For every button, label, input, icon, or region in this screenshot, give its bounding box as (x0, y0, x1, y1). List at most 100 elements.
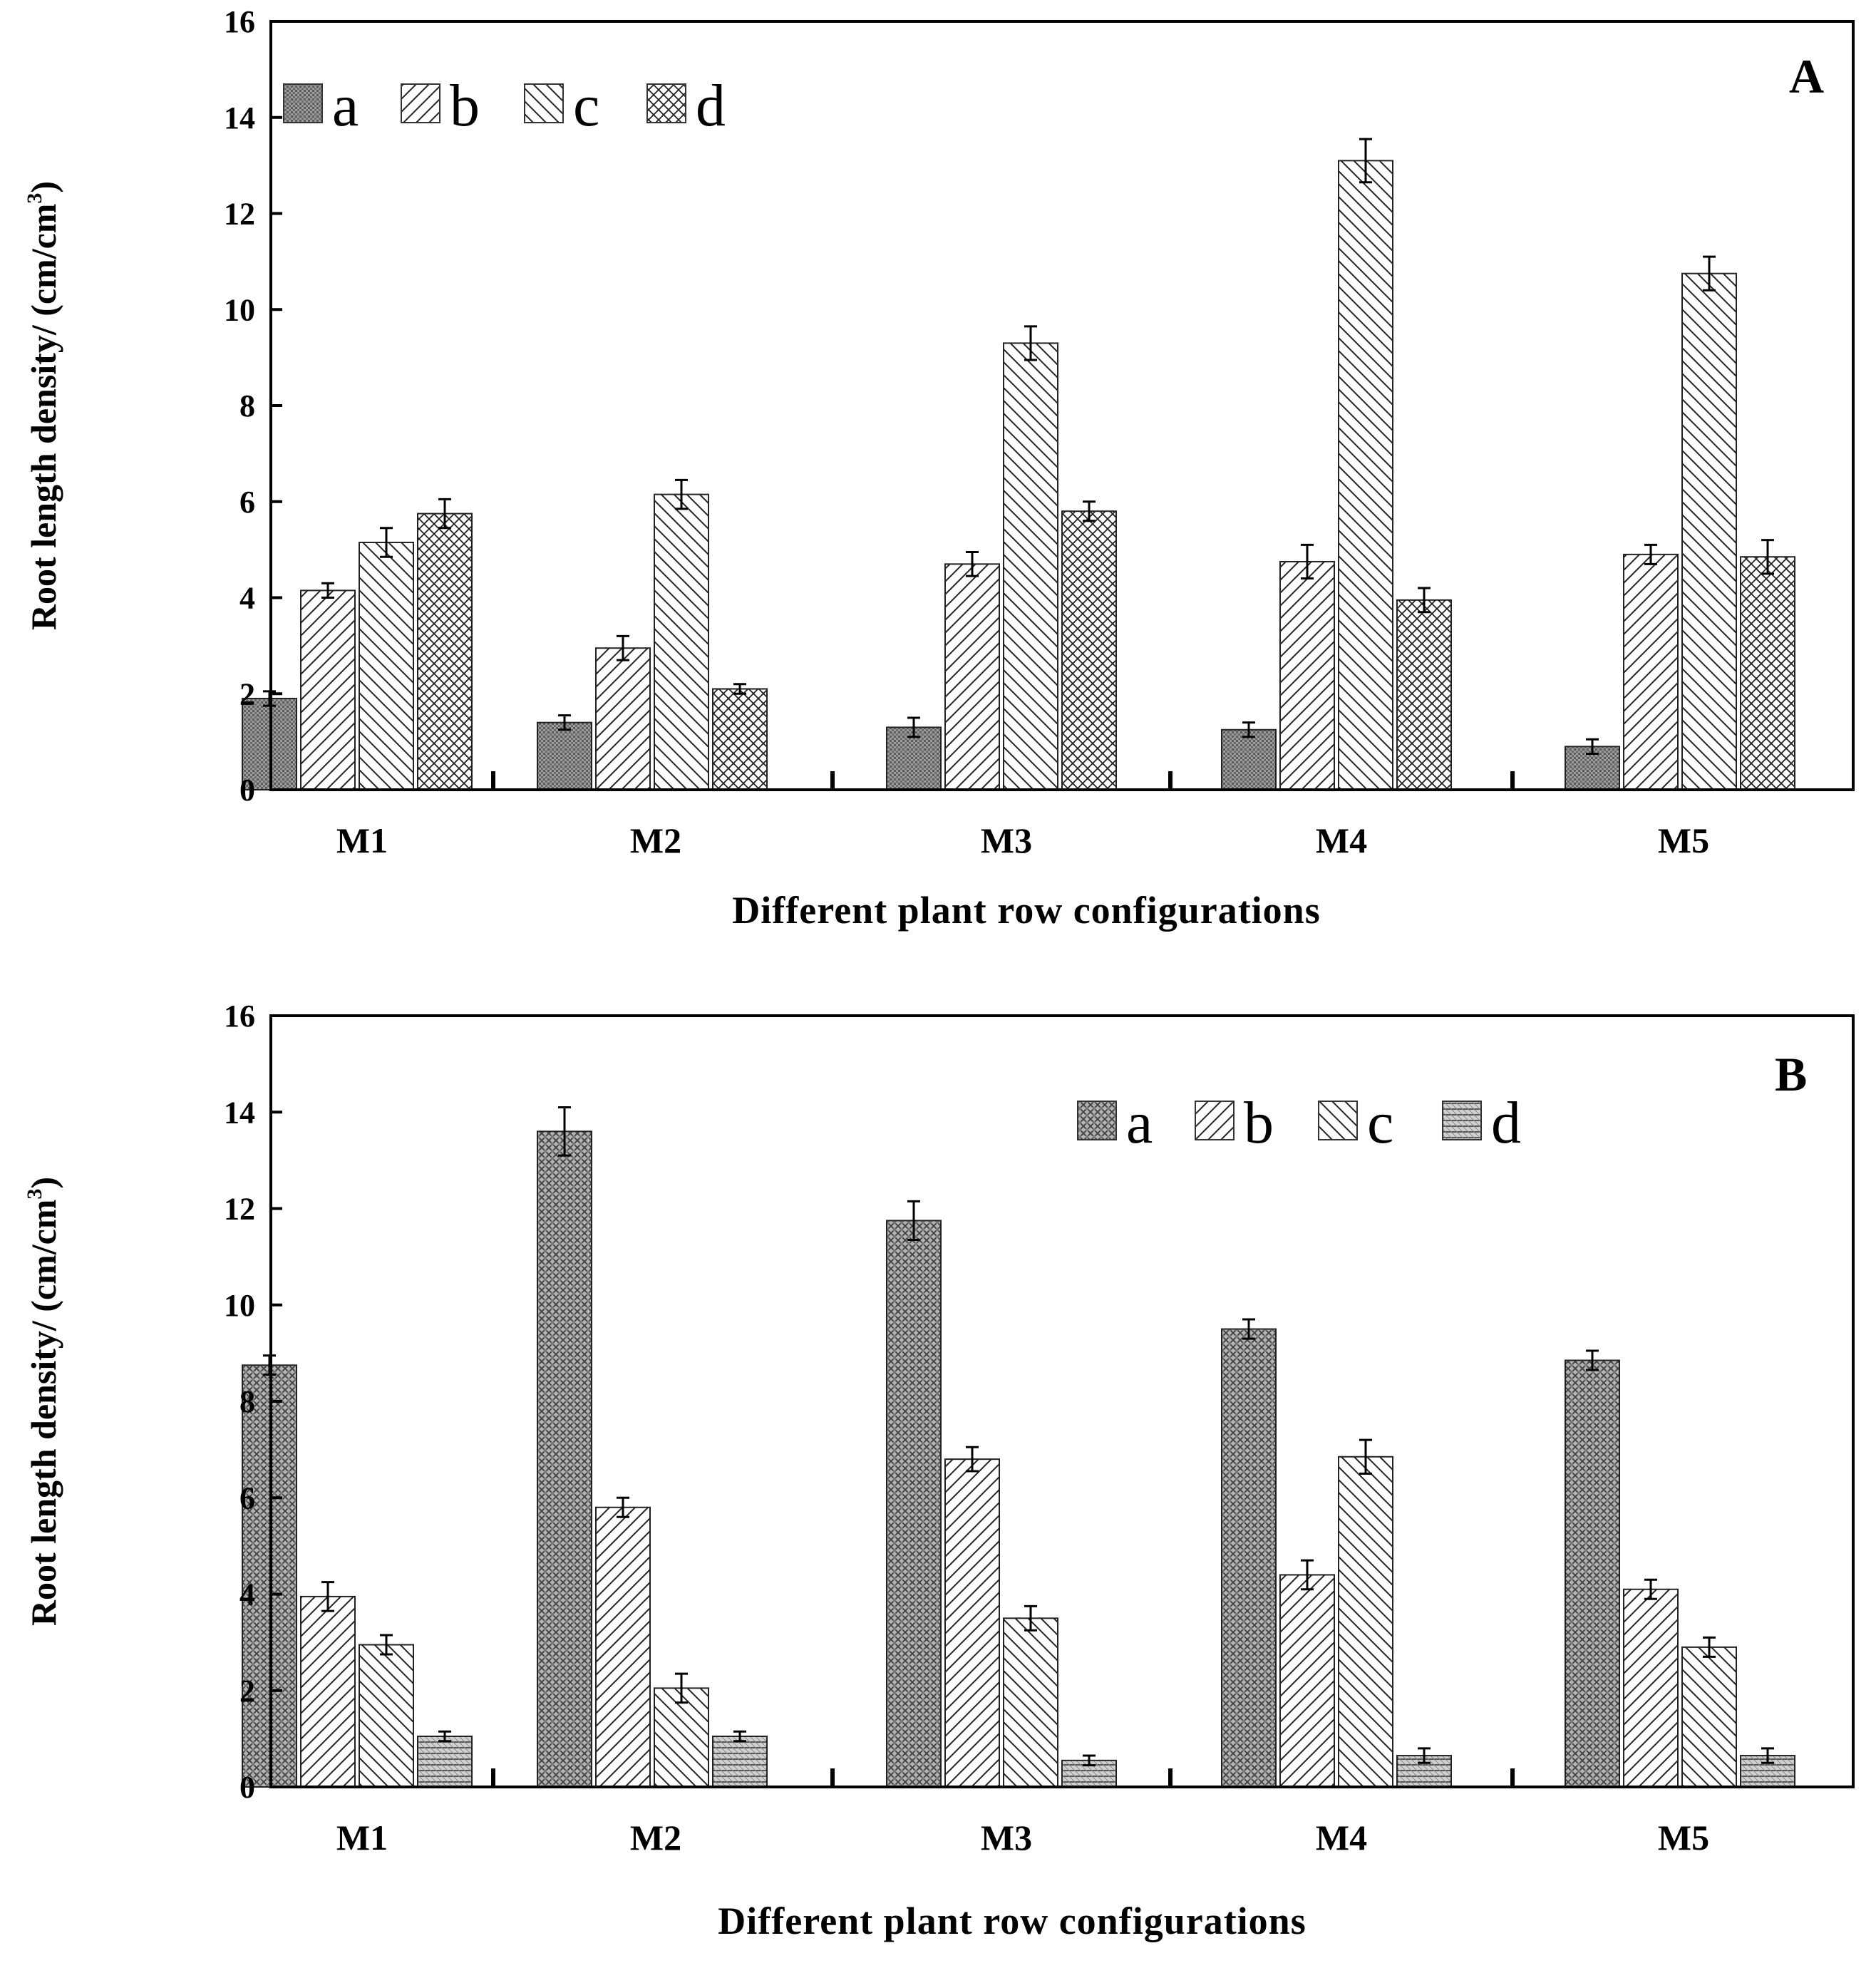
panel-b-legend-label-d: d (1491, 1090, 1521, 1156)
panel-b-errorbar-b-m4 (1301, 1559, 1314, 1591)
panel-a-ytick-label: 12 (224, 197, 255, 232)
panel-a-bar-d-m4 (1396, 599, 1452, 791)
panel-b-label: B (1775, 1047, 1807, 1101)
panel-b-bar-a-m5 (1565, 1359, 1620, 1788)
panel-b-bar-a-m3 (886, 1220, 942, 1788)
panel-a-legend-label-b: b (450, 73, 480, 139)
panel-b-ytick-label: 8 (239, 1384, 255, 1419)
panel-b-yticks: 0 2 4 6 8 10 12 14 16 (224, 999, 282, 1805)
panel-b-bar-a-m4 (1221, 1328, 1277, 1788)
panel-b-bar-c-m3 (1003, 1617, 1058, 1788)
panel-b-errorbar-a-m2 (558, 1106, 571, 1157)
panel-b-bar-a-m2 (537, 1130, 592, 1788)
panel-b-ytick-label: 6 (239, 1480, 255, 1515)
panel-a-errorbar-d-m2 (733, 683, 746, 695)
panel-a-errorbar-d-m3 (1083, 500, 1096, 522)
panel-a-errorbar-b-m3 (966, 550, 979, 577)
panel-a-bar-b-m1 (300, 589, 356, 790)
panel-b-ytick-label: 12 (224, 1192, 255, 1227)
panel-b-ytick-label: 2 (239, 1674, 255, 1709)
panel-a-xticks: M1 M2 M3 M4 M5 (336, 771, 1709, 860)
panel-a-bar-c-m4 (1338, 160, 1393, 790)
panel-a-errorbar-b-m5 (1644, 543, 1657, 565)
panel-b-category-m5: M5 (1658, 1818, 1709, 1858)
panel-b-bar-b-m1 (300, 1595, 356, 1788)
panel-a-legend-swatch-c (524, 83, 564, 123)
panel-b-bars (242, 1106, 1795, 1788)
panel-a-errorbar-b-m4 (1301, 543, 1314, 580)
panel-a-bar-b-m4 (1279, 560, 1335, 790)
panel-a-y-axis-label: Root length density/ (cm/cm3) (23, 181, 63, 630)
panel-a-axes-frame (269, 20, 1855, 791)
panel-b: 0 2 4 6 8 10 12 14 16 M1 M2 M3 M4 M5 B a b c d Differen… (23, 999, 1855, 1942)
panel-b-errorbar-c-m1 (380, 1634, 393, 1656)
panel-a-errorbar-b-m2 (617, 634, 629, 661)
panel-a-errorbar-c-m5 (1703, 255, 1716, 292)
panel-b-errorbar-d-m3 (1083, 1754, 1096, 1767)
panel-a-ytick-label: 2 (239, 676, 255, 711)
panel-b-ytick-label: 0 (239, 1770, 255, 1805)
panel-b-bar-c-m4 (1338, 1455, 1393, 1788)
panel-b-category-m4: M4 (1316, 1818, 1367, 1858)
panel-a-bar-b-m2 (595, 647, 651, 791)
panel-b-errorbar-a-m5 (1586, 1349, 1599, 1371)
panel-a-errorbar-c-m3 (1024, 325, 1037, 361)
panel-b-bar-c-m1 (359, 1644, 414, 1788)
panel-b-y-axis-label-sup: 3 (23, 1189, 46, 1200)
panel-b-bar-b-m2 (595, 1506, 651, 1788)
panel-a-category-m4: M4 (1316, 820, 1367, 860)
panel-a-bar-d-m2 (712, 688, 768, 791)
panel-b-ytick-label: 10 (224, 1288, 255, 1323)
panel-b-errorbar-d-m5 (1761, 1747, 1774, 1764)
panel-a-legend-label-a: a (332, 73, 359, 139)
panel-a-category-m3: M3 (981, 820, 1032, 860)
panel-b-category-m2: M2 (630, 1818, 681, 1858)
panel-b-ytick-label: 4 (239, 1577, 255, 1612)
panel-b-errorbar-c-m2 (675, 1672, 688, 1704)
panel-a-category-m2: M2 (630, 820, 681, 860)
panel-a-bar-c-m5 (1681, 272, 1737, 790)
panel-a-x-axis-label: Different plant row configurations (732, 889, 1320, 932)
panel-a-legend-label-c: c (573, 73, 599, 139)
panel-a-bar-b-m5 (1623, 553, 1679, 790)
panel-b-ytick-label: 16 (224, 999, 255, 1034)
panel-b-y-axis-label-main: Root length density/ (cm/cm (24, 1200, 63, 1627)
panel-b-xticks: M1 M2 M3 M4 M5 (336, 1768, 1709, 1858)
panel-a-errorbar-a-m5 (1586, 738, 1599, 755)
panel-b-legend: a b c d (1077, 1090, 1521, 1156)
panel-b-category-m3: M3 (981, 1818, 1032, 1858)
panel-b-errorbar-a-m3 (907, 1200, 920, 1241)
panel-a-bar-c-m1 (359, 542, 414, 790)
panel-a-ytick-label: 8 (239, 388, 255, 423)
panel-a: 0 2 4 6 8 10 12 14 16 M1 M2 M3 M4 M5 A a b c d Differen… (23, 4, 1855, 932)
panel-a-label: A (1789, 49, 1824, 103)
panel-b-errorbar-d-m2 (733, 1730, 746, 1743)
panel-b-errorbar-c-m5 (1703, 1636, 1716, 1658)
panel-b-bar-c-m5 (1681, 1646, 1737, 1788)
panel-b-axes-frame (269, 1014, 1855, 1788)
panel-a-legend-swatch-b (401, 83, 440, 123)
panel-b-bar-b-m4 (1279, 1574, 1335, 1788)
panel-a-errorbar-b-m1 (321, 582, 334, 599)
panel-a-errorbar-a-m2 (558, 714, 571, 731)
panel-b-errorbar-a-m4 (1242, 1318, 1255, 1340)
panel-a-yticks: 0 2 4 6 8 10 12 14 16 (224, 4, 282, 808)
panel-a-ytick-label: 6 (239, 485, 255, 520)
panel-a-ytick-label: 10 (224, 292, 255, 327)
panel-b-errorbar-b-m5 (1644, 1578, 1657, 1600)
panel-a-legend-swatch-a (283, 83, 323, 123)
panel-b-errorbar-b-m1 (321, 1581, 334, 1612)
panel-a-legend-swatch-d (646, 83, 686, 123)
panel-a-category-m1: M1 (336, 820, 388, 860)
panel-a-ytick-label: 0 (239, 773, 255, 808)
panel-b-y-axis-label: Root length density/ (cm/cm3) (23, 1177, 63, 1626)
panel-a-bar-a-m2 (537, 721, 592, 790)
panel-a-legend: a b c d (283, 73, 726, 139)
panel-b-category-m1: M1 (336, 1818, 388, 1858)
panel-b-bar-d-m2 (712, 1735, 768, 1788)
panel-b-x-axis-label: Different plant row configurations (718, 1900, 1306, 1942)
panel-a-errorbar-d-m4 (1418, 587, 1431, 614)
panel-a-errorbar-d-m5 (1761, 539, 1774, 575)
panel-b-bar-b-m3 (944, 1458, 1000, 1788)
